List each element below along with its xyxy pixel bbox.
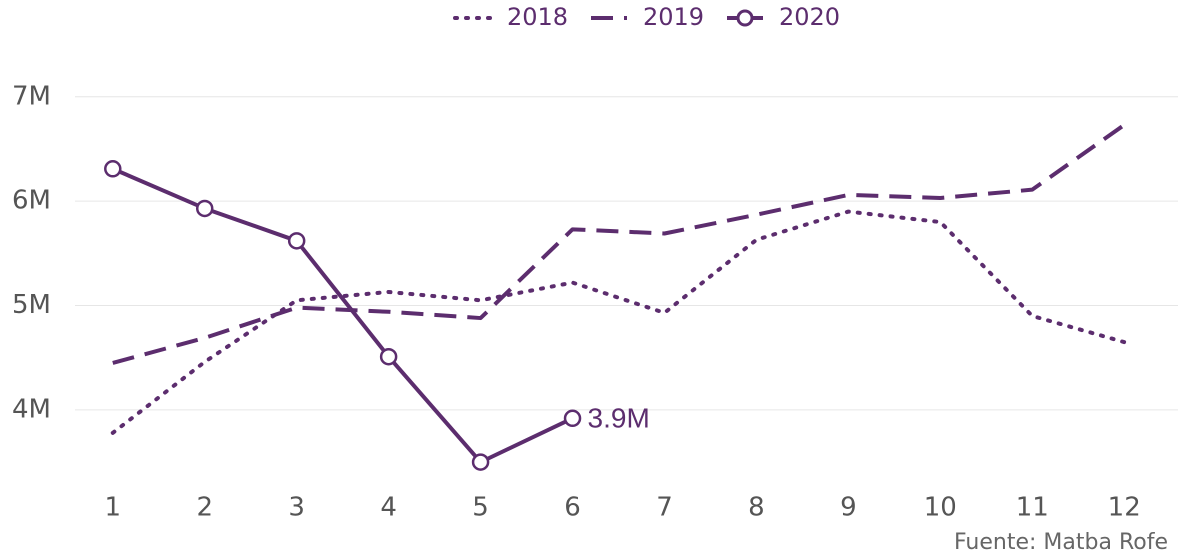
- x-tick-label: 12: [1108, 493, 1141, 523]
- y-tick-label: 7M: [12, 81, 51, 111]
- x-tick-label: 7: [656, 493, 673, 523]
- y-tick-label: 6M: [12, 186, 51, 216]
- y-tick-label: 5M: [12, 290, 51, 320]
- legend-label: 2018: [507, 3, 568, 31]
- series-line: [111, 166, 574, 465]
- point-marker: [563, 409, 582, 428]
- legend-label: 2020: [779, 3, 840, 31]
- x-tick-label: 6: [564, 493, 581, 523]
- data-label: 3.9M: [588, 403, 650, 434]
- source-note: Fuente: Matba Rofe: [954, 530, 1168, 555]
- point-marker: [287, 232, 306, 250]
- x-tick-label: 8: [748, 493, 765, 523]
- legend-label: 2019: [643, 3, 704, 31]
- series-line: [110, 209, 1127, 435]
- x-tick-label: 3: [288, 493, 305, 523]
- legend-marker: [736, 9, 754, 27]
- point-marker: [104, 160, 122, 178]
- x-tick-label: 2: [196, 493, 213, 523]
- x-tick-label: 5: [472, 493, 489, 523]
- x-tick-label: 10: [924, 493, 957, 523]
- point-marker: [379, 347, 398, 366]
- point-marker: [195, 199, 214, 218]
- series-line: [112, 123, 1126, 365]
- x-tick-label: 4: [380, 493, 397, 523]
- x-tick-label: 9: [840, 493, 857, 523]
- x-tick-label: 1: [105, 493, 122, 523]
- x-tick-label: 11: [1016, 493, 1049, 523]
- y-tick-label: 4M: [12, 394, 51, 424]
- point-marker: [471, 453, 490, 471]
